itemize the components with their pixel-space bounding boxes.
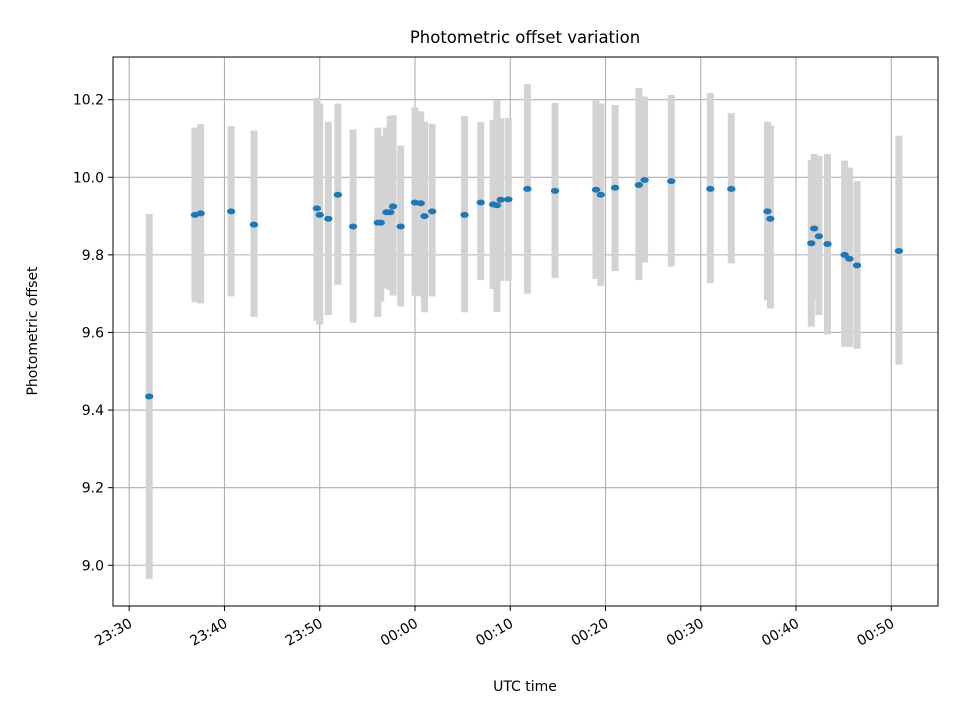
data-point (196, 210, 205, 217)
data-point (504, 196, 513, 203)
data-point (496, 196, 505, 203)
data-point (640, 176, 649, 183)
data-point (763, 208, 772, 215)
data-point (706, 185, 715, 192)
data-point (312, 205, 322, 212)
data-point (145, 393, 154, 400)
data-point (634, 182, 644, 189)
y-tick-label: 9.2 (82, 481, 104, 497)
y-tick-label: 9.4 (82, 403, 104, 419)
y-tick-label: 9.0 (82, 558, 104, 574)
data-point (550, 187, 560, 194)
data-point (807, 240, 816, 247)
error-bar (377, 136, 385, 302)
data-point (591, 186, 601, 193)
data-point (416, 200, 425, 207)
data-point (766, 215, 775, 222)
data-point (852, 262, 862, 269)
data-point (460, 211, 469, 218)
data-point (523, 185, 532, 192)
y-tick-label: 10.2 (73, 93, 104, 109)
data-point (386, 209, 395, 216)
chart-title: Photometric offset variation (410, 28, 640, 47)
data-point (476, 199, 485, 206)
y-tick-label: 9.8 (82, 248, 104, 264)
data-point (845, 255, 854, 262)
plot-frame (112, 56, 939, 607)
data-point (894, 247, 904, 254)
data-point (333, 191, 343, 198)
data-point (249, 221, 259, 228)
data-point (610, 184, 620, 191)
y-tick-label: 10.0 (73, 170, 104, 186)
error-bar (382, 127, 390, 289)
data-point (420, 213, 429, 220)
data-point (840, 251, 849, 258)
y-axis-ticks: 9.0 9.2 9.4 9.6 9.8 10.0 10.2 (73, 93, 113, 574)
data-point (492, 202, 502, 209)
data-point (315, 211, 324, 218)
point-layer (145, 176, 904, 400)
y-tick-label: 9.6 (82, 325, 104, 341)
y-axis-label: Photometric offset (25, 266, 41, 396)
x-axis-label: UTC time (493, 679, 557, 695)
data-point (427, 208, 437, 215)
data-point (667, 178, 676, 185)
data-point (727, 185, 736, 192)
data-point (396, 223, 405, 230)
data-point (348, 223, 358, 230)
data-point (823, 241, 832, 248)
data-point (376, 219, 385, 226)
data-point (596, 191, 605, 198)
data-point (388, 203, 398, 210)
data-point (226, 208, 236, 215)
data-point (809, 225, 819, 232)
data-point (324, 215, 333, 222)
data-point (814, 233, 824, 240)
